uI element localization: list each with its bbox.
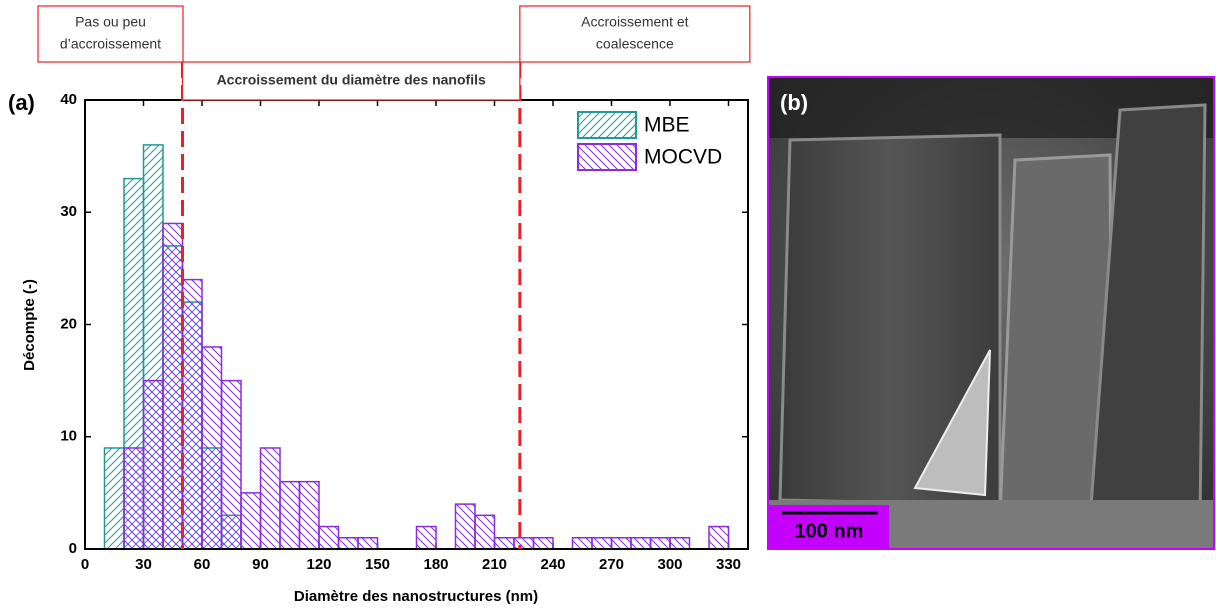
y-tick-label: 40 [60,91,77,108]
annotation-text: coalescence [596,36,674,52]
x-tick-label: 180 [423,556,448,573]
annotation-text: Pas ou peu [75,14,146,30]
bar [649,537,671,550]
y-axis-label: Décompte (-) [21,279,38,371]
bar [103,447,125,550]
x-tick-label: 270 [599,556,624,573]
x-axis-label: Diamètre des nanostructures (nm) [294,588,538,605]
annotation-text: Accroissement du diamètre des nanofils [217,72,486,88]
bar [337,537,359,550]
panel-label: (a) [8,90,35,115]
bar [318,525,340,550]
x-tick-label: 210 [482,556,507,573]
x-tick-label: 30 [135,556,152,573]
bar [591,537,613,550]
bar [708,525,730,550]
bar [532,537,554,550]
bar [142,379,164,550]
bar [513,537,535,550]
annotation-text: d’accroissement [60,36,161,52]
bar [279,480,301,550]
legend-swatch [577,143,637,171]
x-tick-label: 150 [365,556,390,573]
legend-label: MOCVD [644,146,722,169]
x-tick-label: 120 [306,556,331,573]
panel-label: (b) [780,90,808,115]
bar [474,514,496,550]
bar [240,492,262,550]
bar [571,537,593,550]
y-tick-label: 20 [60,315,77,332]
bar [415,525,437,550]
x-tick-label: 330 [716,556,741,573]
bar [162,222,184,550]
legend-swatch [577,111,637,139]
x-tick-label: 60 [194,556,211,573]
annotation-box [519,5,751,63]
legend-label: MBE [644,114,690,137]
bar [220,379,242,550]
bar [493,537,515,550]
annotation-text: Accroissement et [581,14,688,30]
tem-image [767,76,1215,550]
x-tick-label: 240 [540,556,565,573]
y-tick-label: 30 [60,203,77,220]
x-tick-label: 300 [657,556,682,573]
bar [298,480,320,550]
bar [181,278,203,550]
bar [630,537,652,550]
annotation-box [37,5,184,63]
bar [669,537,691,550]
bar [123,447,145,550]
annotation-box [181,61,521,101]
y-tick-label: 0 [69,540,77,557]
x-tick-label: 0 [81,556,89,573]
bar [201,346,223,550]
bar [259,447,281,550]
bar [454,503,476,550]
y-tick-label: 10 [60,428,77,445]
bar [610,537,632,550]
x-tick-label: 90 [252,556,269,573]
bar [357,537,379,550]
scale-bar-label: 100 nm [795,520,864,542]
